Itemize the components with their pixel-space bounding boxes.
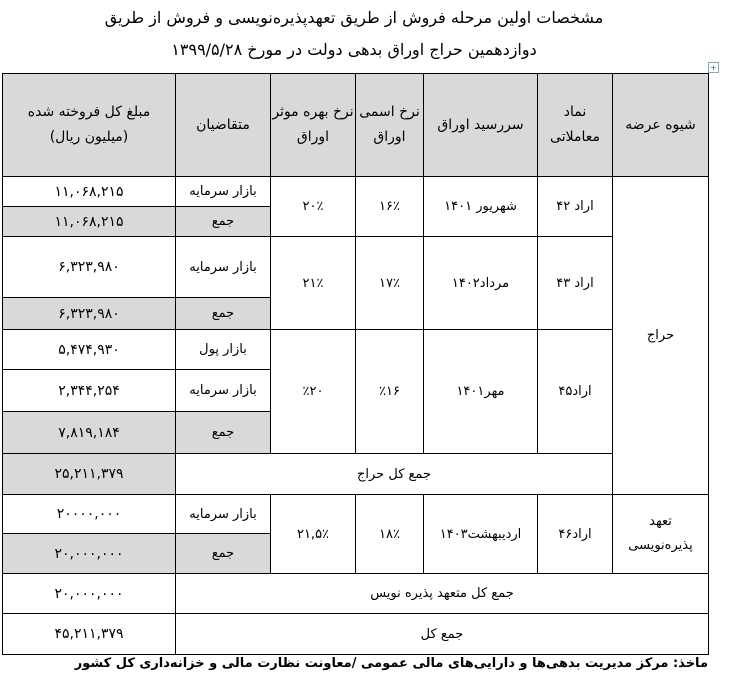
sum-label-cell: جمع [175, 297, 271, 330]
bond-sales-table: شیوه عرضه نماد معاملاتی سررسید اوراق نرخ… [2, 73, 709, 655]
nominal-rate-cell: ۱۸٪ [355, 494, 424, 574]
haraj-total-label: جمع کل حراج [175, 453, 613, 495]
effective-rate-cell: ۲۱٪ [270, 236, 356, 330]
method-cell: حراج [612, 176, 709, 495]
header-effective-rate: نرخ بهره موثر اوراق [270, 73, 356, 177]
header-amount: مبلغ کل فروخته شده (میلیون ریال) [2, 73, 176, 177]
applicant-cell: بازار سرمایه [175, 176, 271, 207]
grand-total-amount: ۴۵,۲۱۱,۳۷۹ [2, 613, 176, 655]
source-note: ماخذ: مرکز مدیریت بدهی‌ها و دارایی‌های م… [74, 656, 708, 671]
sum-label-cell: جمع [175, 206, 271, 237]
applicant-cell: بازار سرمایه [175, 236, 271, 298]
title-line-2: دوازدهمین حراج اوراق بدهی دولت در مورخ ۱… [171, 40, 537, 59]
grand-total-label: جمع کل [175, 613, 709, 655]
title-line-1: مشخصات اولین مرحله فروش از طریق تعهدپذیر… [104, 8, 604, 27]
method-cell: تعهد پذیره‌نویسی [612, 494, 709, 574]
header-symbol: نماد معاملاتی [537, 73, 613, 177]
maturity-cell: مرداد۱۴۰۲ [423, 236, 538, 330]
header-method: شیوه عرضه [612, 73, 709, 177]
applicant-cell: بازار پول [175, 329, 271, 370]
applicant-cell: بازار سرمایه [175, 369, 271, 412]
tahod-total-label: جمع کل متعهد پذیره نویس [175, 573, 709, 614]
symbol-cell: اراد۴۶ [537, 494, 613, 574]
amount-cell: ۵,۴۷۴,۹۳۰ [2, 329, 176, 370]
effective-rate-cell: ۲۰٪ [270, 176, 356, 237]
applicant-cell: بازار سرمایه [175, 494, 271, 534]
symbol-cell: اراد۴۵ [537, 329, 613, 454]
haraj-total-amount: ۲۵,۲۱۱,۳۷۹ [2, 453, 176, 495]
nominal-rate-cell: ٪۱۶ [355, 329, 424, 454]
effective-rate-cell: ۲۱,۵٪ [270, 494, 356, 574]
nominal-rate-cell: ۱۶٪ [355, 176, 424, 237]
amount-cell: ۲,۳۴۴,۲۵۴ [2, 369, 176, 412]
nominal-rate-cell: ۱۷٪ [355, 236, 424, 330]
header-maturity: سررسید اوراق [423, 73, 538, 177]
table-move-handle-icon[interactable]: + [708, 62, 719, 73]
sum-amount-cell: ۶,۳۲۳,۹۸۰ [2, 297, 176, 330]
symbol-cell: اراد ۴۲ [537, 176, 613, 237]
amount-cell: ۲۰۰۰۰,۰۰۰ [2, 494, 176, 534]
amount-cell: ۶,۳۲۳,۹۸۰ [2, 236, 176, 298]
sum-label-cell: جمع [175, 411, 271, 454]
maturity-cell: اردیبهشت۱۴۰۳ [423, 494, 538, 574]
header-applicants: متقاضیان [175, 73, 271, 177]
maturity-cell: مهر۱۴۰۱ [423, 329, 538, 454]
effective-rate-cell: ٪۲۰ [270, 329, 356, 454]
tahod-total-amount: ۲۰,۰۰۰,۰۰۰ [2, 573, 176, 614]
sum-amount-cell: ۲۰,۰۰۰,۰۰۰ [2, 533, 176, 574]
amount-cell: ۱۱,۰۶۸,۲۱۵ [2, 176, 176, 207]
symbol-cell: اراد ۴۳ [537, 236, 613, 330]
header-nominal-rate: نرخ اسمی اوراق [355, 73, 424, 177]
header-row: شیوه عرضه نماد معاملاتی سررسید اوراق نرخ… [2, 73, 709, 177]
sum-amount-cell: ۷,۸۱۹,۱۸۴ [2, 411, 176, 454]
maturity-cell: شهریور ۱۴۰۱ [423, 176, 538, 237]
sum-amount-cell: ۱۱,۰۶۸,۲۱۵ [2, 206, 176, 237]
sum-label-cell: جمع [175, 533, 271, 574]
